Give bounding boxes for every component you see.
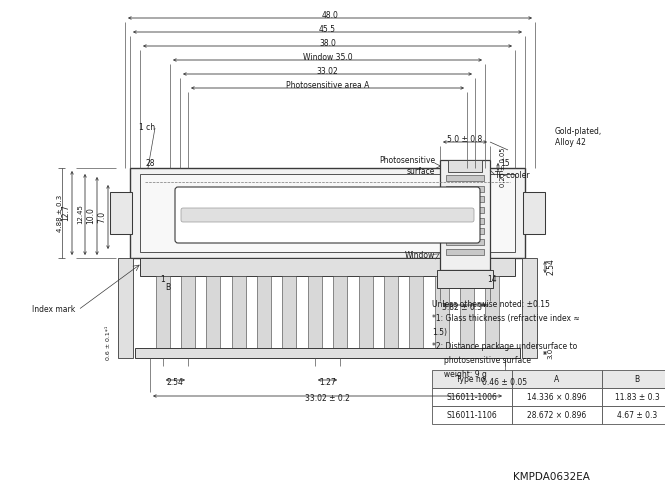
Text: Window: Window: [405, 250, 435, 259]
Text: 28: 28: [145, 158, 154, 167]
Text: 12.45: 12.45: [77, 205, 83, 224]
Text: 33.02 ± 0.2: 33.02 ± 0.2: [305, 394, 350, 403]
Bar: [446, 196, 484, 202]
FancyBboxPatch shape: [175, 187, 480, 243]
Text: 3.82 ± 0.3*²: 3.82 ± 0.3*²: [442, 303, 489, 312]
Text: 2.54: 2.54: [167, 378, 184, 387]
Text: 7.0: 7.0: [97, 211, 106, 223]
Bar: [460, 276, 474, 348]
Bar: [181, 276, 195, 348]
Bar: [140, 174, 515, 252]
Bar: [512, 370, 602, 388]
Bar: [432, 370, 512, 388]
Text: TE-cooler: TE-cooler: [495, 171, 531, 180]
Text: S16011-1006: S16011-1006: [447, 393, 497, 401]
Bar: [435, 276, 449, 348]
Bar: [110, 192, 132, 234]
Text: KMPDA0632EA: KMPDA0632EA: [513, 472, 590, 482]
Bar: [446, 185, 484, 191]
Text: 0.46 ± 0.05: 0.46 ± 0.05: [482, 378, 527, 387]
Bar: [602, 388, 665, 406]
Text: 4.67 ± 0.3: 4.67 ± 0.3: [617, 410, 657, 420]
Text: 2.54: 2.54: [547, 259, 556, 276]
Text: 0.6 ± 0.1*¹: 0.6 ± 0.1*¹: [106, 326, 110, 360]
Text: A: A: [555, 374, 560, 383]
Text: 33.02: 33.02: [317, 67, 338, 76]
Bar: [384, 276, 398, 348]
Bar: [118, 258, 133, 358]
Bar: [512, 406, 602, 424]
Text: Photosensitive
surface: Photosensitive surface: [379, 156, 435, 176]
Bar: [140, 258, 515, 276]
FancyBboxPatch shape: [181, 208, 474, 222]
Text: 5.0 ± 0.8: 5.0 ± 0.8: [448, 135, 483, 144]
Text: B: B: [165, 283, 170, 293]
Text: 1.27: 1.27: [319, 378, 336, 387]
Text: photosensitive surface: photosensitive surface: [432, 356, 531, 365]
Bar: [156, 276, 170, 348]
Bar: [135, 348, 520, 358]
Bar: [130, 168, 525, 258]
Bar: [446, 207, 484, 213]
Bar: [602, 406, 665, 424]
Text: 1: 1: [160, 276, 165, 284]
Text: 1.5): 1.5): [432, 328, 447, 337]
Bar: [446, 239, 484, 245]
Text: Gold-plated,
Alloy 42: Gold-plated, Alloy 42: [555, 127, 602, 147]
Bar: [446, 175, 484, 181]
Text: Index mark: Index mark: [32, 306, 75, 314]
Bar: [206, 276, 220, 348]
Bar: [446, 228, 484, 234]
Text: 1 ch: 1 ch: [139, 123, 155, 132]
Text: 28.672 × 0.896: 28.672 × 0.896: [527, 410, 587, 420]
Text: *1: Glass thickness (refractive index ≈: *1: Glass thickness (refractive index ≈: [432, 314, 580, 323]
Text: Photosensitive area A: Photosensitive area A: [286, 81, 369, 90]
Bar: [446, 249, 484, 255]
Text: 14: 14: [487, 276, 497, 284]
Bar: [308, 276, 322, 348]
Bar: [523, 192, 545, 234]
Text: 15: 15: [500, 158, 510, 167]
Text: S16011-1106: S16011-1106: [447, 410, 497, 420]
Text: 10.0: 10.0: [86, 208, 95, 224]
Text: 48.0: 48.0: [322, 11, 338, 20]
Bar: [446, 217, 484, 223]
Text: 11.83 ± 0.3: 11.83 ± 0.3: [614, 393, 660, 401]
Bar: [512, 388, 602, 406]
Text: 4.88 ± 0.3: 4.88 ± 0.3: [57, 194, 63, 232]
Bar: [432, 388, 512, 406]
Bar: [333, 276, 347, 348]
Bar: [522, 258, 537, 358]
Bar: [409, 276, 423, 348]
Text: 38.0: 38.0: [319, 39, 336, 48]
Text: Type no.: Type no.: [456, 374, 488, 383]
Bar: [437, 270, 493, 288]
Bar: [602, 370, 665, 388]
Text: 45.5: 45.5: [319, 25, 336, 34]
Text: B: B: [634, 374, 640, 383]
Bar: [440, 160, 490, 270]
Text: 3.0: 3.0: [547, 347, 553, 359]
Text: 12.7: 12.7: [61, 205, 70, 221]
Text: 14.336 × 0.896: 14.336 × 0.896: [527, 393, 587, 401]
Text: 0.25 ± 0.05: 0.25 ± 0.05: [500, 147, 506, 187]
Text: Unless otherwise noted: ±0.15: Unless otherwise noted: ±0.15: [432, 300, 550, 309]
Bar: [432, 406, 512, 424]
Bar: [358, 276, 372, 348]
Bar: [283, 276, 297, 348]
Text: *2: Distance package undersurface to: *2: Distance package undersurface to: [432, 342, 577, 351]
Bar: [257, 276, 271, 348]
Bar: [485, 276, 499, 348]
Bar: [232, 276, 246, 348]
Bar: [448, 160, 482, 172]
Text: weight: 9 g: weight: 9 g: [432, 370, 487, 379]
Text: Window 35.0: Window 35.0: [303, 53, 352, 62]
